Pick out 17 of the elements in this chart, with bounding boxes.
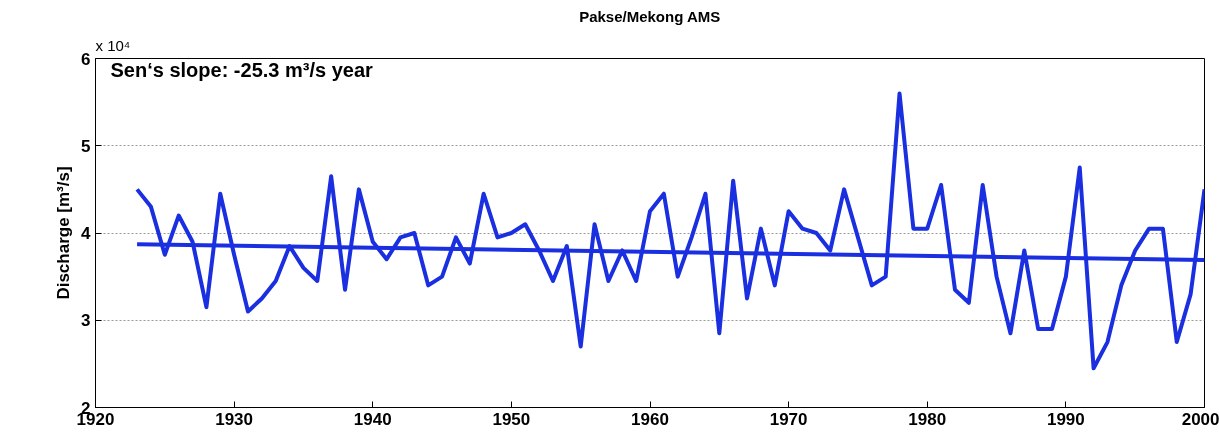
x-tick-label: 1990: [1046, 409, 1085, 429]
x-tick-label: 2000: [1181, 409, 1219, 429]
annotation: Sen‘s slope: -25.3 m³/s year: [110, 58, 374, 81]
y-tick-label: 5: [81, 136, 91, 156]
y-tick-label: 6: [81, 49, 91, 69]
line-series: [135, 91, 1205, 371]
x-tick-label: 1970: [769, 409, 808, 429]
x-tick-label: 1930: [215, 409, 254, 429]
chart-title: Pakse/Mekong AMS: [579, 7, 721, 25]
y-tick-label: 3: [81, 311, 91, 331]
x-tick-label: 1940: [353, 409, 392, 429]
x-tick-label: 1960: [631, 409, 669, 429]
y-axis-title: Discharge [m³/s]: [54, 166, 74, 300]
y-tick-label: 4: [81, 224, 92, 243]
x-tick-label: 1950: [492, 409, 531, 429]
x-tick-label: 1980: [908, 409, 947, 429]
text: x 10⁴: [95, 36, 131, 54]
